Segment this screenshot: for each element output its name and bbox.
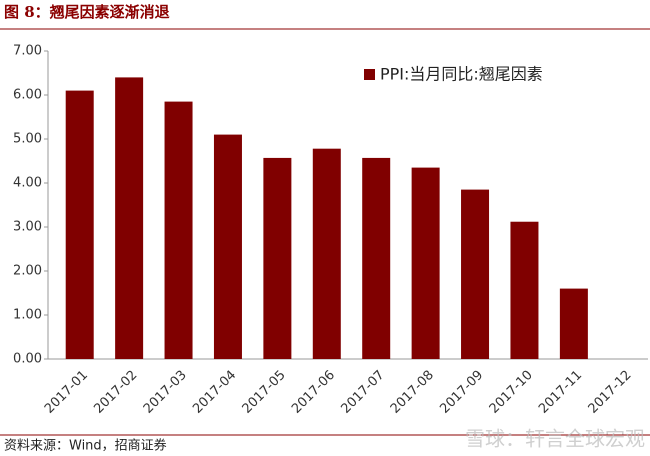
y-tick-label: 6.00: [13, 88, 42, 103]
legend-label: PPI:当月同比:翘尾因素: [380, 65, 543, 84]
x-tick-label: 2017-10: [487, 368, 536, 417]
y-tick-label: 1.00: [13, 308, 42, 323]
x-tick-label: 2017-01: [42, 368, 91, 417]
chart-title: 图 8：翘尾因素逐渐消退: [4, 3, 170, 21]
bar: [213, 134, 242, 359]
y-tick-label: 2.00: [13, 264, 42, 279]
legend-swatch: [364, 69, 375, 80]
x-tick-label: 2017-09: [437, 368, 486, 417]
y-tick-label: 5.00: [13, 132, 42, 147]
bar: [263, 157, 292, 359]
x-tick-label: 2017-11: [536, 368, 585, 417]
x-tick-label: 2017-12: [586, 368, 635, 417]
x-tick-label: 2017-08: [388, 368, 437, 417]
bar: [411, 167, 440, 359]
bar: [559, 288, 588, 359]
x-tick-label: 2017-05: [240, 368, 289, 417]
x-tick-label: 2017-06: [289, 368, 338, 417]
x-tick-label: 2017-03: [141, 368, 190, 417]
y-tick-label: 3.00: [13, 220, 42, 235]
source-note: 资料来源：Wind，招商证券: [4, 438, 167, 454]
bar: [461, 189, 490, 359]
watermark: 雪球：轩言全球宏观: [465, 427, 645, 451]
x-tick-label: 2017-02: [91, 368, 140, 417]
bar: [510, 221, 539, 359]
y-tick-label: 0.00: [13, 352, 42, 367]
bar: [312, 148, 341, 359]
bar: [65, 90, 94, 359]
bar: [362, 157, 391, 359]
bar: [115, 77, 144, 360]
y-tick-label: 7.00: [13, 44, 42, 59]
x-tick-label: 2017-07: [338, 368, 387, 417]
x-tick-label: 2017-04: [190, 368, 239, 417]
bar: [164, 101, 193, 359]
y-tick-label: 4.00: [13, 176, 42, 191]
